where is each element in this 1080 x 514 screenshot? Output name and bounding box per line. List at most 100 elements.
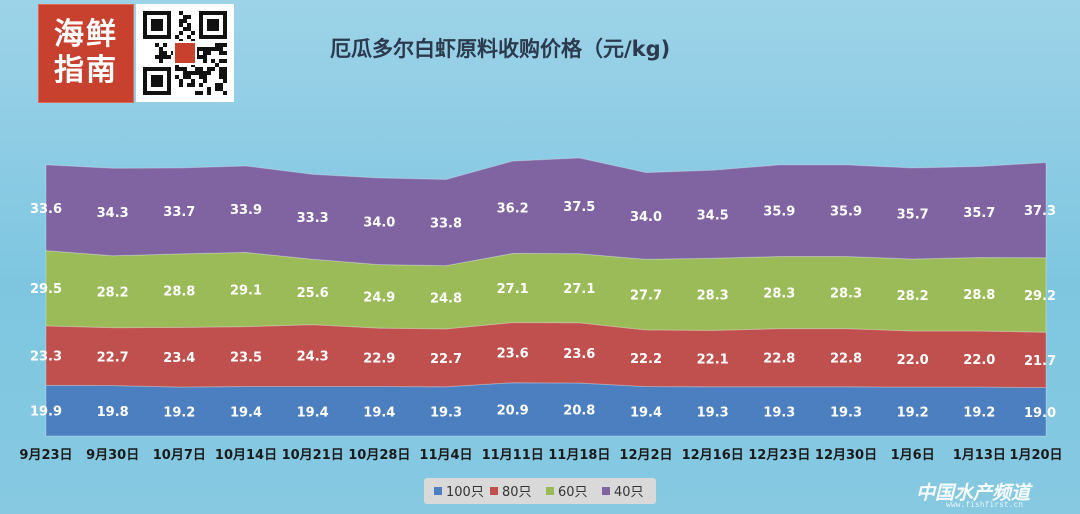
data-label: 22.9	[363, 351, 395, 366]
data-label: 28.2	[897, 289, 929, 304]
x-tick-label: 1月20日	[1009, 448, 1062, 463]
data-label: 37.3	[1024, 204, 1056, 219]
watermark-text: 中国水产频道	[916, 482, 1031, 504]
data-label: 22.0	[897, 353, 929, 368]
data-label: 22.1	[697, 353, 729, 368]
data-label: 27.1	[563, 282, 595, 297]
x-tick-label: 12月30日	[815, 448, 877, 463]
data-label: 28.3	[830, 287, 862, 302]
data-label: 35.9	[763, 205, 795, 220]
data-label: 34.0	[363, 215, 395, 230]
data-label: 23.5	[230, 351, 262, 366]
data-label: 19.8	[97, 405, 129, 420]
legend-swatch	[602, 487, 610, 495]
logo-text: 海鲜 指南	[39, 17, 133, 89]
legend-label: 60只	[558, 485, 588, 500]
data-label: 24.8	[430, 291, 462, 306]
data-label: 35.7	[897, 208, 929, 223]
data-label: 23.6	[497, 347, 529, 362]
area-series-2	[45, 250, 1047, 333]
data-label: 37.5	[563, 200, 595, 215]
logo-text-line2: 指南	[54, 53, 118, 88]
data-label: 20.9	[497, 403, 529, 418]
x-tick-label: 12月16日	[682, 448, 744, 463]
qr-code-pattern	[143, 11, 227, 95]
x-tick-label: 11月18日	[548, 448, 610, 463]
data-label: 21.7	[1024, 354, 1056, 369]
x-tick-label: 11月4日	[419, 448, 472, 463]
data-label: 35.9	[830, 205, 862, 220]
data-label: 19.3	[830, 405, 862, 420]
data-label: 23.6	[563, 347, 595, 362]
legend-label: 80只	[502, 485, 532, 500]
legend: 100只 80只 60只 40只	[424, 478, 656, 504]
watermark-url: www.fishfirst.cn	[946, 500, 1024, 509]
data-label: 19.0	[1024, 406, 1056, 421]
data-label: 33.8	[430, 217, 462, 232]
x-tick-label: 12月23日	[748, 448, 810, 463]
data-label: 27.1	[497, 282, 529, 297]
x-tick-label: 10月28日	[348, 448, 410, 463]
data-label: 34.3	[97, 206, 129, 221]
chart-title: 厄瓜多尔白虾原料收购价格（元/kg)	[330, 37, 671, 61]
x-tick-label: 1月6日	[891, 448, 935, 463]
legend-background	[424, 478, 656, 504]
legend-label: 40只	[614, 485, 644, 500]
data-label: 25.6	[297, 286, 329, 301]
data-label: 19.2	[963, 406, 995, 421]
data-label: 29.2	[1024, 289, 1056, 304]
data-label: 19.2	[897, 406, 929, 421]
data-label: 29.5	[30, 282, 62, 297]
x-tick-label: 11月11日	[482, 448, 544, 463]
qr-code	[136, 4, 234, 102]
area-series-1	[45, 322, 1047, 389]
data-label: 19.9	[30, 405, 62, 420]
data-label: 27.7	[630, 289, 662, 304]
data-label: 34.5	[697, 208, 729, 223]
data-label: 28.8	[963, 288, 995, 303]
logo-text-line1: 海鲜	[54, 17, 118, 52]
legend-swatch	[546, 487, 554, 495]
data-label: 28.3	[697, 288, 729, 303]
legend-swatch	[434, 487, 442, 495]
data-label: 35.7	[963, 206, 995, 221]
data-label: 28.3	[763, 287, 795, 302]
area-series-3	[45, 157, 1047, 267]
x-tick-label: 12月2日	[619, 448, 672, 463]
data-label: 33.9	[230, 203, 262, 218]
data-label: 23.4	[163, 351, 195, 366]
data-label: 19.4	[230, 405, 262, 420]
legend-swatch	[490, 487, 498, 495]
x-tick-label: 10月7日	[153, 448, 206, 463]
data-label: 24.9	[363, 290, 395, 305]
data-label: 19.4	[363, 405, 395, 420]
legend-label: 100只	[446, 485, 484, 500]
data-label: 28.2	[97, 286, 129, 301]
x-tick-label: 9月23日	[19, 448, 72, 463]
x-tick-label: 9月30日	[86, 448, 139, 463]
data-label: 28.8	[163, 285, 195, 300]
data-label: 19.4	[297, 405, 329, 420]
data-label: 19.4	[630, 405, 662, 420]
data-label: 36.2	[497, 201, 529, 216]
x-tick-label: 10月14日	[215, 448, 277, 463]
x-tick-label: 10月21日	[282, 448, 344, 463]
data-label: 22.7	[430, 352, 462, 367]
data-label: 19.3	[763, 405, 795, 420]
data-label: 24.3	[297, 350, 329, 365]
data-label: 33.6	[30, 202, 62, 217]
data-label: 22.2	[630, 352, 662, 367]
data-label: 19.2	[163, 406, 195, 421]
data-label: 23.3	[30, 350, 62, 365]
data-label: 34.0	[630, 210, 662, 225]
brand-logo: 海鲜 指南	[38, 4, 134, 103]
data-label: 22.7	[97, 351, 129, 366]
data-label: 22.0	[963, 353, 995, 368]
data-label: 22.8	[763, 352, 795, 367]
data-label: 20.8	[563, 403, 595, 418]
data-label: 29.1	[230, 284, 262, 299]
data-label: 19.3	[430, 405, 462, 420]
data-label: 33.7	[163, 205, 195, 220]
data-label: 22.8	[830, 352, 862, 367]
